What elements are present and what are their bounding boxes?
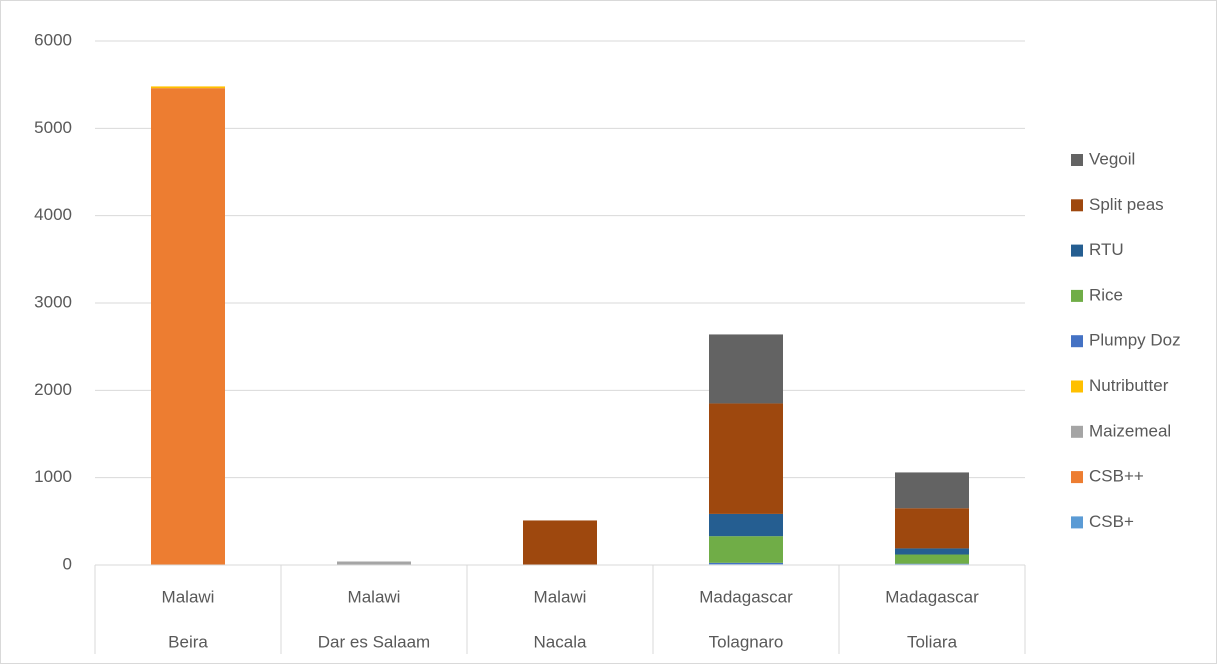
legend-swatch <box>1071 290 1083 302</box>
y-tick-label: 5000 <box>34 118 72 137</box>
x-group-label: Madagascar <box>699 587 793 606</box>
x-group-label: Malawi <box>348 587 401 606</box>
legend-swatch <box>1071 245 1083 257</box>
legend-swatch <box>1071 381 1083 393</box>
bar-segment <box>895 555 969 564</box>
bar-segment <box>151 86 225 88</box>
legend-label: Vegoil <box>1089 149 1135 168</box>
x-tick-label: Toliara <box>907 632 958 651</box>
bar-segment <box>895 548 969 554</box>
x-group-label: Malawi <box>534 587 587 606</box>
y-tick-label: 2000 <box>34 380 72 399</box>
bar-segment <box>709 334 783 403</box>
y-tick-label: 0 <box>63 554 72 573</box>
x-group-label: Madagascar <box>885 587 979 606</box>
y-tick-label: 3000 <box>34 292 72 311</box>
bar-segment <box>709 514 783 536</box>
legend-label: Split peas <box>1089 195 1164 214</box>
bar-segment <box>895 472 969 508</box>
legend-swatch <box>1071 154 1083 166</box>
legend-label: Maizemeal <box>1089 421 1171 440</box>
legend-swatch <box>1071 426 1083 438</box>
legend-label: Nutributter <box>1089 376 1169 395</box>
x-group-label: Malawi <box>162 587 215 606</box>
legend-label: RTU <box>1089 240 1124 259</box>
y-tick-label: 6000 <box>34 30 72 49</box>
bar-segment <box>709 536 783 563</box>
bar-segment <box>523 520 597 565</box>
legend-swatch <box>1071 471 1083 483</box>
legend-label: CSB+ <box>1089 512 1134 531</box>
bar-segment <box>337 562 411 565</box>
bar-segment <box>151 88 225 565</box>
bar-segment <box>895 508 969 548</box>
x-tick-label: Beira <box>168 632 208 651</box>
bar-segment <box>709 563 783 564</box>
legend-swatch <box>1071 199 1083 211</box>
legend-label: CSB++ <box>1089 467 1144 486</box>
y-tick-label: 4000 <box>34 205 72 224</box>
bar-segment <box>709 403 783 513</box>
y-tick-label: 1000 <box>34 467 72 486</box>
x-tick-label: Tolagnaro <box>709 632 784 651</box>
legend-label: Rice <box>1089 285 1123 304</box>
x-tick-label: Nacala <box>534 632 587 651</box>
legend-swatch <box>1071 516 1083 528</box>
x-tick-label: Dar es Salaam <box>318 632 430 651</box>
legend-swatch <box>1071 335 1083 347</box>
legend-label: Plumpy Doz <box>1089 331 1181 350</box>
